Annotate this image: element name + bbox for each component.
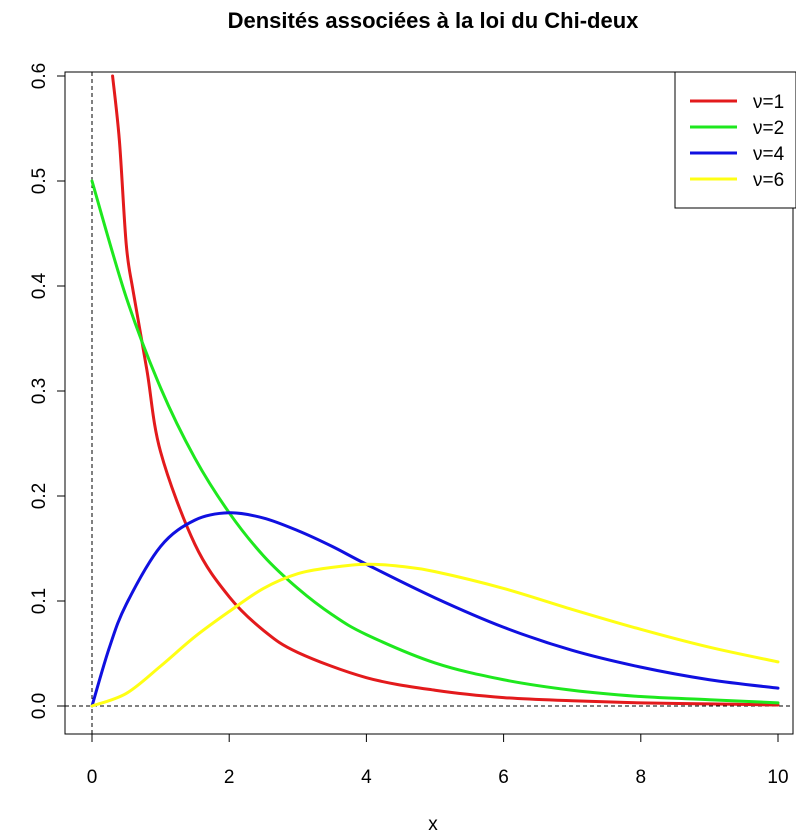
chart-title: Densités associées à la loi du Chi-deux: [228, 8, 640, 33]
x-tick-label: 4: [361, 767, 372, 788]
legend-label: ν=2: [753, 118, 784, 139]
x-tick-label: 10: [767, 767, 788, 788]
x-axis-label: x: [428, 814, 438, 835]
legend-label: ν=6: [753, 170, 784, 191]
legend: ν=1 ν=2 ν=4 ν=6: [674, 71, 796, 209]
series-line-2: [90, 179, 780, 705]
plot-border: [64, 71, 794, 735]
x-tick-label: 6: [498, 767, 509, 788]
y-tick-label: 0.6: [29, 63, 50, 89]
plot-area: [64, 71, 794, 735]
legend-label: ν=1: [753, 92, 784, 113]
x-axis: 0 2 4 6 8 10: [87, 734, 789, 788]
series-line-1: [111, 74, 780, 707]
x-tick-label: 8: [636, 767, 647, 788]
x-tick-label: 2: [224, 767, 235, 788]
series-line-4: [90, 562, 780, 708]
y-tick-label: 0.5: [29, 168, 50, 194]
legend-box: [674, 71, 796, 209]
y-tick-label: 0.1: [29, 588, 50, 614]
series-line-3: [90, 511, 780, 708]
y-tick-label: 0.4: [29, 272, 50, 299]
y-tick-label: 0.3: [29, 378, 50, 404]
y-tick-label: 0.2: [29, 483, 50, 509]
y-tick-label: 0.0: [29, 693, 50, 719]
legend-label: ν=4: [753, 144, 785, 165]
series-layer: [90, 74, 780, 708]
x-tick-label: 0: [87, 767, 98, 788]
y-axis: 0.0 0.1 0.2 0.3 0.4 0.5 0.6: [29, 63, 65, 719]
